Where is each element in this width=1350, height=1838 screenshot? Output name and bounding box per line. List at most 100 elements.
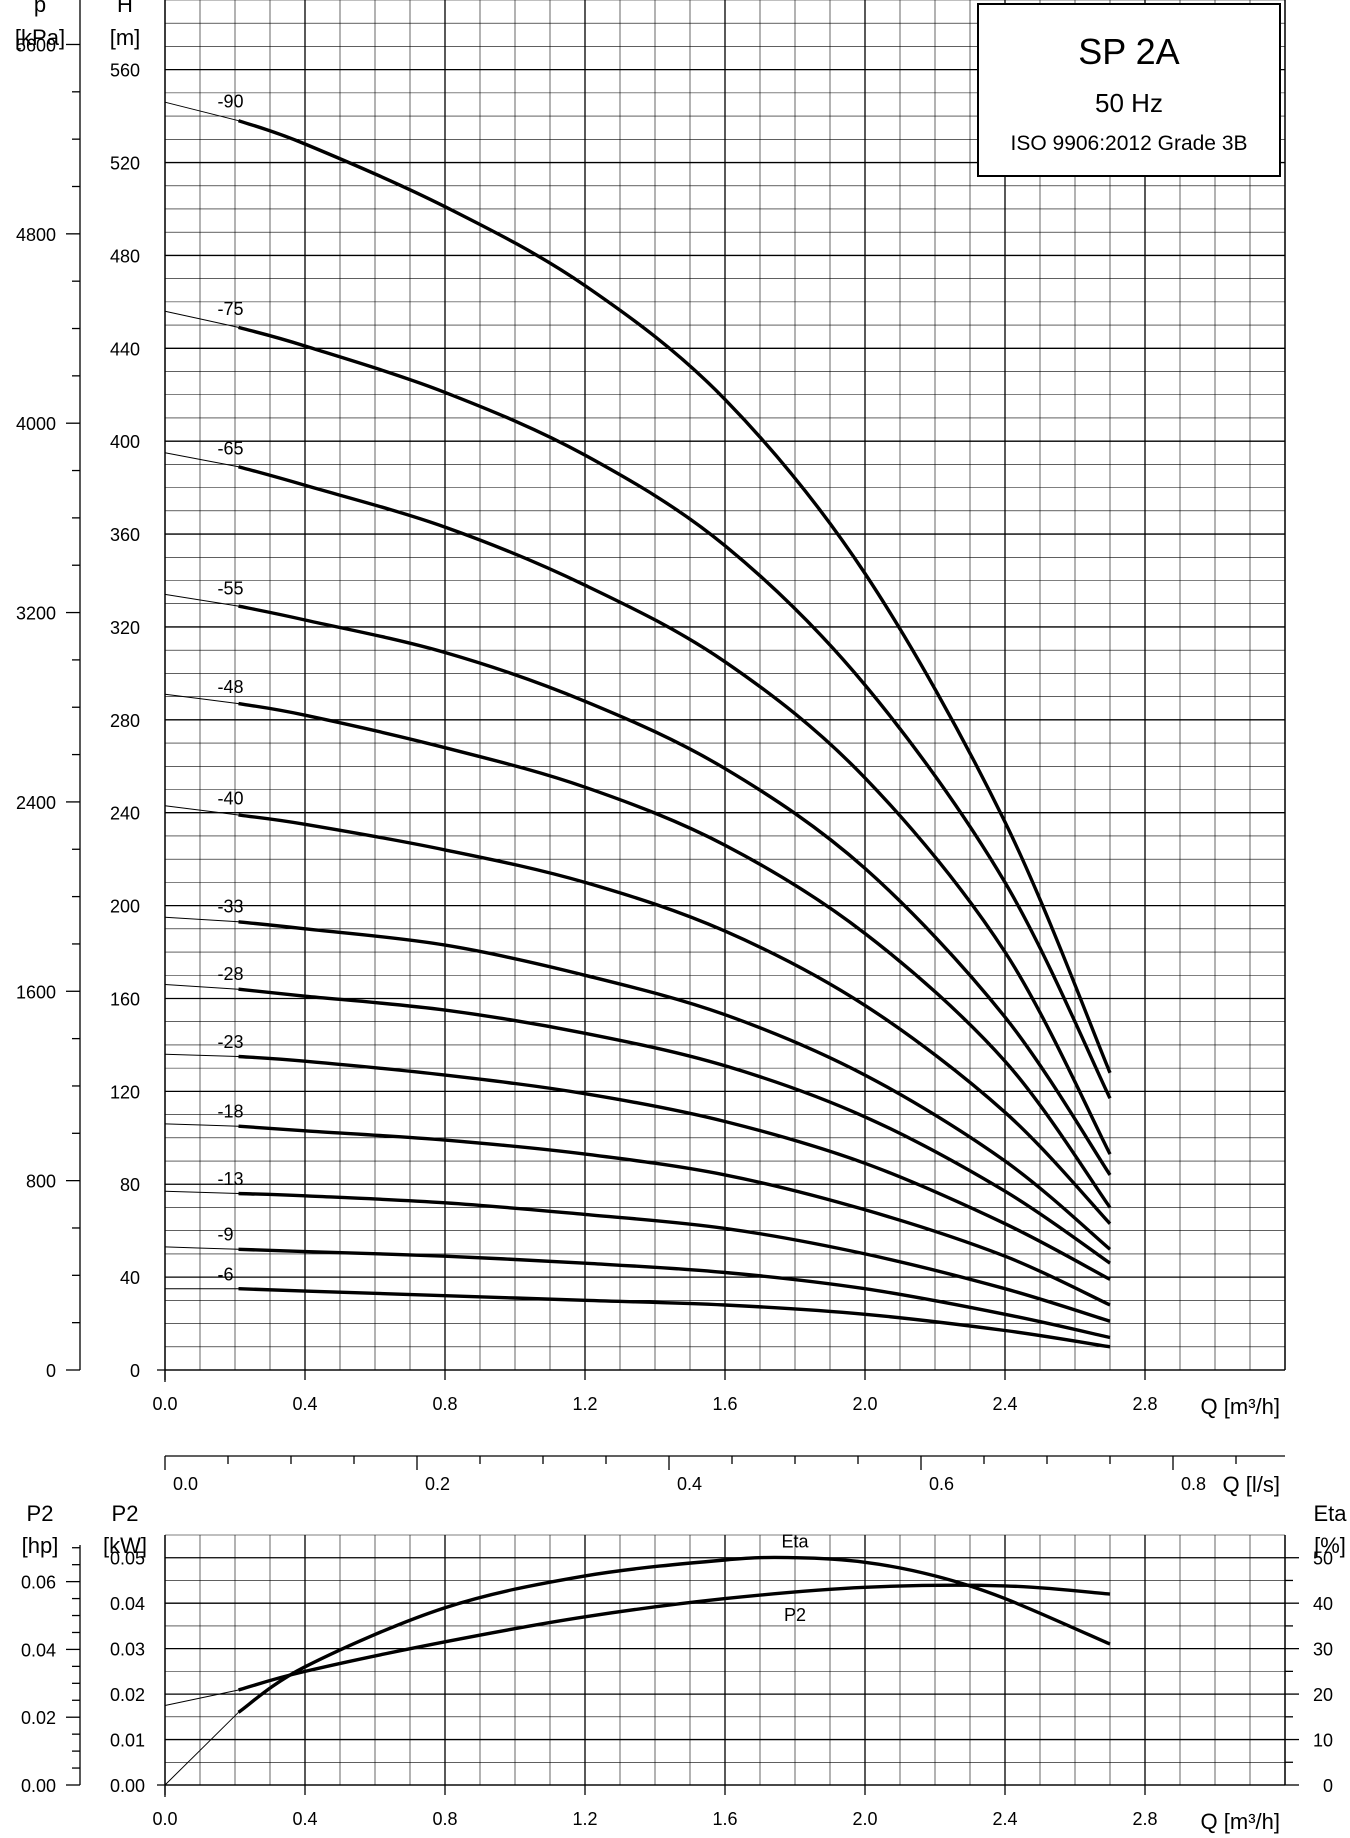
eta-tick-label: 0 <box>1323 1776 1333 1796</box>
kw-tick-label: 0.02 <box>110 1685 145 1705</box>
head-curve <box>238 1191 1111 1323</box>
head-curve <box>238 920 1112 1251</box>
h-tick-label: 0 <box>130 1361 140 1381</box>
head-curve-extension <box>164 452 239 468</box>
head-curve-label: -13 <box>218 1169 244 1189</box>
h-tick-label: 440 <box>110 339 140 359</box>
p-tick-label: 4000 <box>16 414 56 434</box>
head-curve-extension <box>164 593 239 607</box>
head-axes: 0 40 80 120 160 200 240 280 320 360 400 440 480 520 56… <box>15 0 1285 1419</box>
q-tick-label: 0.8 <box>432 1394 457 1414</box>
eta-tick-label: 20 <box>1313 1685 1333 1705</box>
hp-tick-label: 0.04 <box>21 1640 56 1660</box>
p-tick-label: 3200 <box>16 604 56 624</box>
head-curve <box>238 465 1112 1155</box>
flow-ls-axis: 0.0 0.2 0.4 0.6 0.8 Q [l/s] <box>164 1455 1285 1497</box>
head-curve-extension <box>164 1246 239 1250</box>
power-curves: Eta P2 <box>164 1532 1111 1786</box>
kw-tick-label: 0.03 <box>110 1640 145 1660</box>
h-axis-unit: [m] <box>110 25 141 50</box>
kw-tick-label: 0.00 <box>110 1776 145 1796</box>
head-curve-label: -28 <box>218 964 244 984</box>
eta-tick-label: 40 <box>1313 1594 1333 1614</box>
head-curve-label: -33 <box>218 897 244 917</box>
hp-axis-title: P2 <box>27 1501 54 1526</box>
h-tick-label: 560 <box>110 61 140 81</box>
p-axis-title: p <box>34 0 46 17</box>
eta-tick-label: 10 <box>1313 1731 1333 1751</box>
head-curve <box>238 1124 1111 1307</box>
head-curve-extension <box>164 1190 239 1194</box>
head-curve-extension <box>164 693 239 705</box>
p2-curve-label: P2 <box>784 1605 806 1625</box>
q-axis-title: Q [m³/h] <box>1201 1394 1280 1419</box>
h-tick-label: 200 <box>110 897 140 917</box>
q2-tick-label: 2.0 <box>852 1809 877 1829</box>
hp-tick-label: 0.02 <box>21 1708 56 1728</box>
kw-tick-label: 0.01 <box>110 1731 145 1751</box>
eta-tick-label: 30 <box>1313 1640 1333 1660</box>
eta-axis-unit: [%] <box>1314 1533 1346 1558</box>
q-tick-label: 1.6 <box>712 1394 737 1414</box>
head-curve <box>238 813 1112 1225</box>
p-tick-label: 1600 <box>16 982 56 1002</box>
h-axis-title: H <box>117 0 133 17</box>
q2-tick-label: 2.4 <box>992 1809 1017 1829</box>
head-curve-label: -48 <box>218 677 244 697</box>
head-curve-extension <box>164 1123 239 1127</box>
kw-axis-unit: [kW] <box>103 1533 147 1558</box>
h-tick-label: 320 <box>110 618 140 638</box>
h-tick-label: 360 <box>110 525 140 545</box>
head-curve <box>238 1287 1111 1349</box>
head-curve <box>238 1054 1111 1281</box>
head-curve-label: -9 <box>218 1225 234 1245</box>
head-curve <box>238 701 1112 1209</box>
title-box: SP 2A 50 Hz ISO 9906:2012 Grade 3B <box>977 3 1281 177</box>
q2-tick-label: 1.2 <box>572 1809 597 1829</box>
kw-tick-label: 0.04 <box>110 1594 145 1614</box>
head-curve-extension <box>164 1053 239 1057</box>
ls-tick-label: 0.8 <box>1181 1474 1206 1494</box>
head-curve-label: -55 <box>218 579 244 599</box>
h-tick-label: 80 <box>120 1175 140 1195</box>
p-tick-label: 800 <box>26 1172 56 1192</box>
q2-axis-title: Q [m³/h] <box>1201 1809 1280 1834</box>
h-tick-label: 400 <box>110 432 140 452</box>
eta-curve-label: Eta <box>781 1532 809 1552</box>
q-tick-label: 2.0 <box>852 1394 877 1414</box>
ls-axis-title: Q [l/s] <box>1223 1472 1280 1497</box>
ls-tick-label: 0.6 <box>929 1474 954 1494</box>
head-curve-label: -90 <box>218 91 244 111</box>
q-tick-label: 1.2 <box>572 1394 597 1414</box>
power-axes: 0.00 0.01 0.02 0.03 0.04 0.05 0.0 0.4 0.8 1.2 1.6 2… <box>21 1501 1347 1834</box>
h-tick-label: 40 <box>120 1268 140 1288</box>
head-curve-extension <box>164 805 239 816</box>
head-curve-label: -23 <box>218 1032 244 1052</box>
h-tick-label: 280 <box>110 711 140 731</box>
p-tick-label: 4800 <box>16 225 56 245</box>
head-curve <box>238 1247 1111 1340</box>
eta-tick-label: 50 <box>1313 1549 1333 1569</box>
h-tick-label: 520 <box>110 154 140 174</box>
head-curve-extension <box>164 101 239 122</box>
head-curve-label: -75 <box>218 299 244 319</box>
eta-curve-extension <box>164 1711 239 1786</box>
p-tick-label: 5600 <box>16 35 56 55</box>
kw-tick-label: 0.05 <box>110 1549 145 1569</box>
head-curve-label: -6 <box>218 1265 234 1285</box>
h-tick-label: 160 <box>110 989 140 1009</box>
h-tick-label: 480 <box>110 246 140 266</box>
p-tick-label: 0 <box>46 1361 56 1381</box>
head-curve <box>238 987 1111 1265</box>
pump-model-title: SP 2A <box>1078 31 1179 72</box>
q-tick-label: 2.4 <box>992 1394 1017 1414</box>
q-tick-label: 0.0 <box>152 1394 177 1414</box>
q2-tick-label: 0.0 <box>152 1809 177 1829</box>
q-tick-label: 0.4 <box>292 1394 317 1414</box>
head-curve <box>238 604 1112 1176</box>
head-curve-extension <box>164 984 239 990</box>
ls-tick-label: 0.0 <box>173 1474 198 1494</box>
head-curve-extension <box>164 916 239 923</box>
